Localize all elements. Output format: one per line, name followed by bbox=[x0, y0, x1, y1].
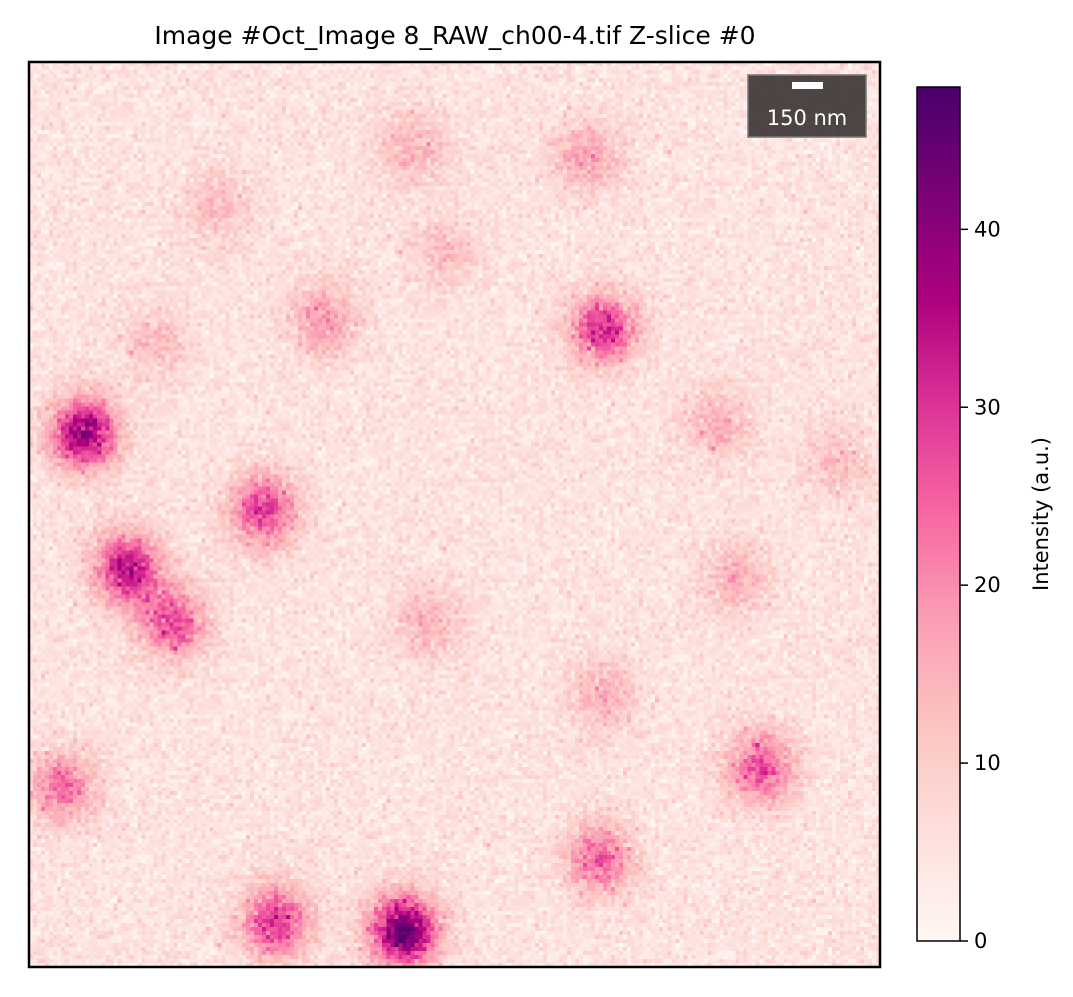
colorbar bbox=[917, 87, 960, 941]
colorbar-tick-label: 30 bbox=[974, 395, 1001, 419]
heatmap-image bbox=[29, 62, 880, 967]
colorbar-tick-label: 20 bbox=[974, 573, 1001, 597]
scalebar: 150 nm bbox=[747, 74, 867, 138]
colorbar-ticks: 0 10 20 30 40 bbox=[960, 217, 1001, 953]
colorbar-tick-label: 10 bbox=[974, 751, 1001, 775]
scalebar-label: 150 nm bbox=[767, 106, 848, 130]
heatmap-wrapper bbox=[29, 62, 880, 967]
colorbar-label: Intensity (a.u.) bbox=[1029, 437, 1053, 591]
scalebar-bar bbox=[792, 82, 823, 89]
axes-frame bbox=[27, 60, 882, 969]
colorbar-tick-label: 40 bbox=[974, 217, 1001, 241]
chart-title: Image #Oct_Image 8_RAW_ch00-4.tif Z-slic… bbox=[154, 21, 755, 50]
colorbar-tick-label: 0 bbox=[974, 929, 987, 953]
colorbar-frame bbox=[916, 86, 961, 942]
